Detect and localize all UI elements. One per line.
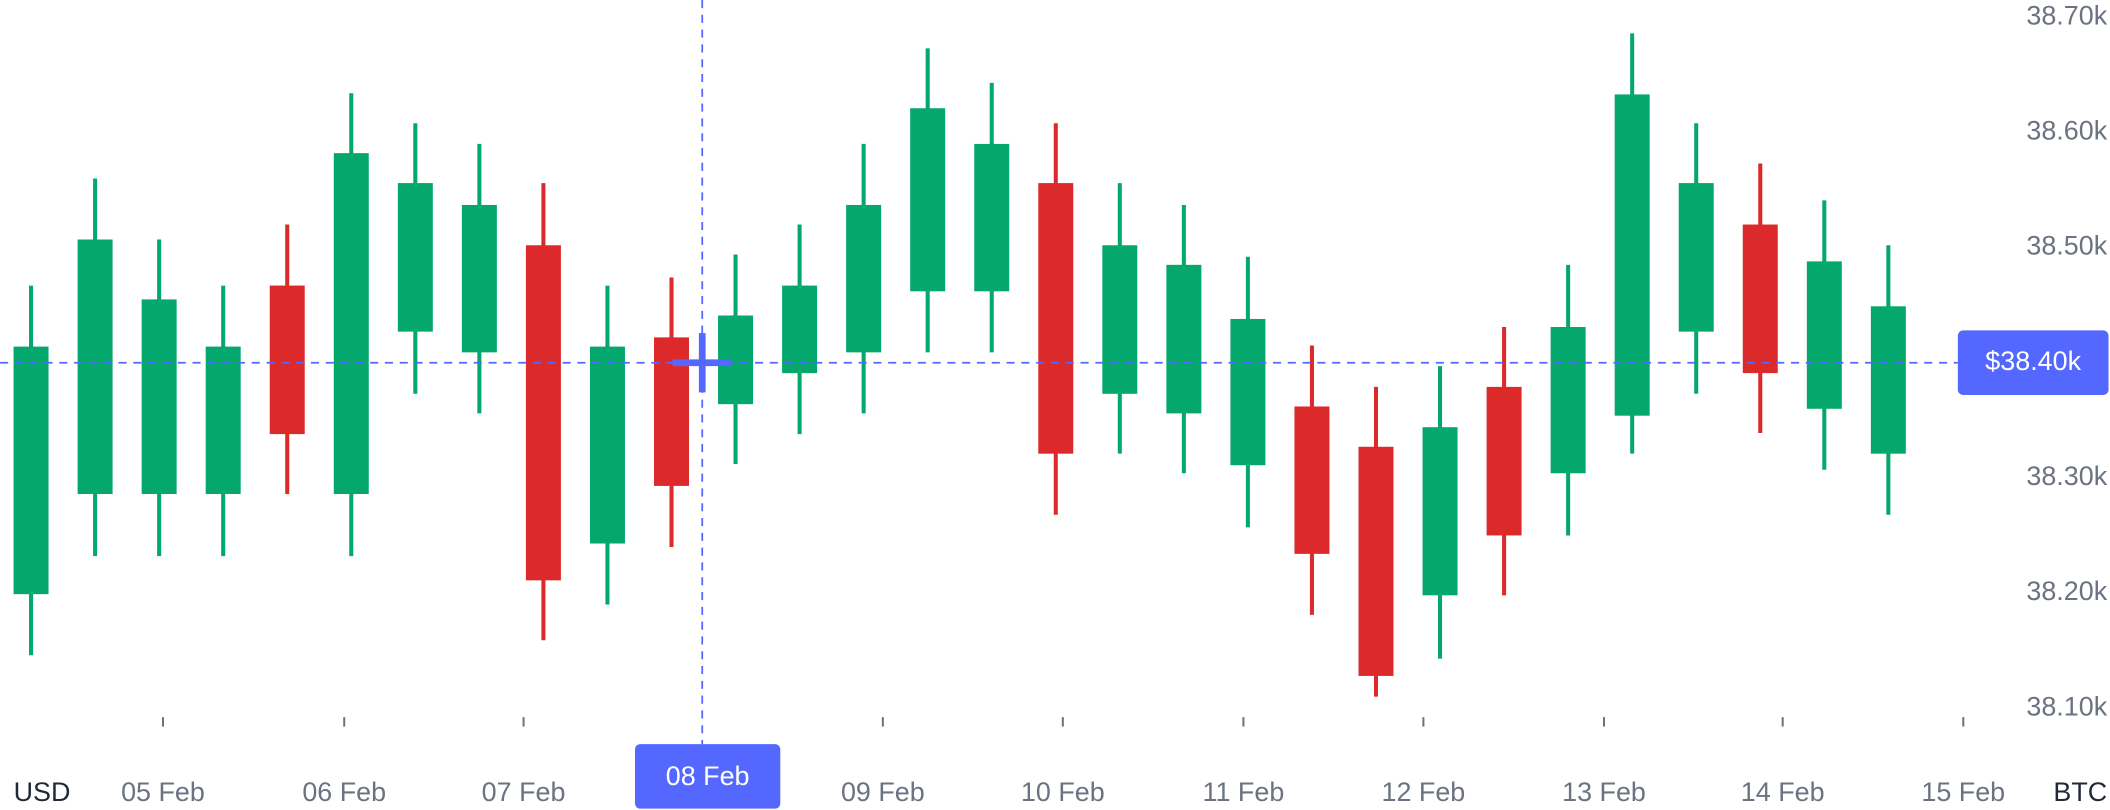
candle-body [333, 153, 369, 494]
x-tick-label: 06 Feb [302, 777, 386, 807]
candle-body [1230, 318, 1266, 466]
x-tick-label: 09 Feb [841, 777, 925, 807]
candle-body [846, 204, 882, 353]
candle-body [525, 245, 561, 581]
x-tick-label: 12 Feb [1381, 777, 1465, 807]
candle-body [1038, 183, 1074, 454]
x-tick-label: 11 Feb [1203, 777, 1285, 807]
crosshair-date-label: 08 Feb [666, 761, 750, 791]
candle-body [1422, 427, 1458, 596]
candle-body [974, 143, 1010, 292]
candle-body [1166, 264, 1202, 414]
y-tick-label: 38.70k [2026, 0, 2107, 30]
x-tick-label: 10 Feb [1021, 777, 1105, 807]
candle-body [77, 239, 113, 494]
candle-body [205, 346, 241, 494]
base-currency: BTC [2053, 777, 2107, 807]
x-tick-label: 13 Feb [1562, 777, 1646, 807]
candle-body [13, 346, 49, 595]
y-tick-label: 38.30k [2026, 461, 2107, 491]
candle-body [1614, 94, 1650, 416]
candle-body [910, 108, 946, 292]
candle-body [782, 285, 818, 374]
x-tick-label: 14 Feb [1741, 777, 1825, 807]
candle-body [141, 299, 177, 494]
candle-body [1742, 224, 1778, 374]
candle-body [1294, 406, 1330, 554]
candle-body [1486, 386, 1522, 536]
candle-body [589, 346, 625, 544]
crosshair-price-label: $38.40k [1985, 346, 2081, 376]
candle-body [1678, 183, 1714, 332]
x-tick-label: 07 Feb [482, 777, 566, 807]
y-tick-label: 38.50k [2026, 231, 2107, 261]
candle-body [1870, 306, 1906, 454]
candle-body [269, 285, 305, 435]
y-tick-label: 38.60k [2026, 116, 2107, 146]
candle-body [1102, 245, 1138, 394]
x-tick-label: 15 Feb [1921, 777, 2005, 807]
candle-body [1358, 446, 1394, 676]
crosshair-date-box [634, 744, 781, 809]
y-tick-label: 38.10k [2026, 691, 2107, 721]
crosshair-price-box [1957, 330, 2109, 396]
candle-body [1806, 261, 1842, 409]
quote-currency: USD [14, 777, 71, 807]
x-tick-label: 05 Feb [121, 777, 205, 807]
y-tick-label: 38.20k [2026, 576, 2107, 606]
candle-body [397, 183, 433, 332]
candle-body [461, 204, 497, 353]
candle-body [1550, 327, 1586, 474]
